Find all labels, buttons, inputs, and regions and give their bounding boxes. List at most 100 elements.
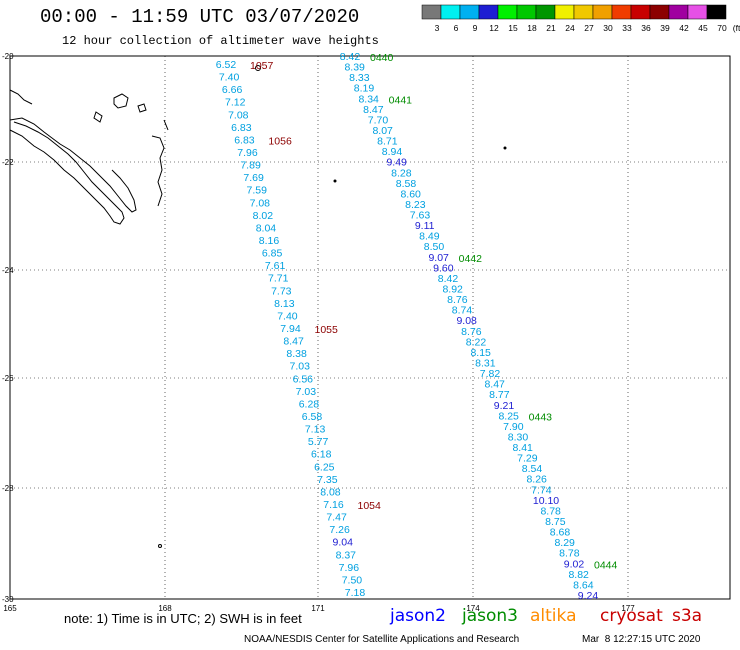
wave-height-value: 6.83 <box>231 122 252 134</box>
wave-height-value: 7.96 <box>237 147 258 159</box>
wave-height-value: 8.76 <box>447 294 468 306</box>
islet <box>255 65 261 71</box>
wave-height-value: 8.78 <box>540 505 561 517</box>
wave-height-value: 8.49 <box>419 231 440 243</box>
scale-swatch <box>630 4 651 20</box>
wave-height-value: 8.22 <box>466 336 487 348</box>
pass-time-label: 0443 <box>529 411 553 423</box>
coastline-reef <box>9 89 33 105</box>
scale-label: 9 <box>473 23 478 33</box>
wave-height-value: 8.47 <box>484 379 505 391</box>
wave-height-value: 7.16 <box>323 499 344 511</box>
scale-label: 3 <box>435 23 440 33</box>
scale-label: 12 <box>489 23 499 33</box>
scale-swatch <box>687 4 708 20</box>
scale-label: 70 <box>717 23 727 33</box>
wave-height-value: 8.13 <box>274 298 295 310</box>
legend-entry-altika: altika <box>530 606 577 626</box>
wave-height-value: 6.58 <box>302 411 323 423</box>
wave-height-value: 8.92 <box>442 284 463 296</box>
wave-height-value: 7.61 <box>265 260 286 272</box>
wave-height-value: 6.56 <box>293 373 314 385</box>
wave-height-value: 7.03 <box>289 361 310 373</box>
wave-height-value: 8.39 <box>344 62 365 74</box>
wave-height-value: 8.74 <box>452 305 473 317</box>
wave-height-value: 8.30 <box>508 431 529 443</box>
wave-height-value: 8.31 <box>475 357 496 369</box>
scale-swatch <box>478 4 499 20</box>
wave-height-value: 6.85 <box>262 248 283 260</box>
legend-entry-jason3: jason3 <box>462 606 518 626</box>
scale-label: 27 <box>584 23 594 33</box>
wave-height-value: 7.47 <box>326 512 347 524</box>
wave-height-value: 7.89 <box>240 160 261 172</box>
pass-time-label: 0440 <box>370 52 394 64</box>
wave-height-value: 6.52 <box>216 59 237 71</box>
satellite-track-a: 6.527.406.667.127.086.836.837.967.897.69… <box>216 59 381 599</box>
pass-time-label: 0441 <box>389 94 413 106</box>
scale-swatch <box>440 4 461 20</box>
wave-height-value: 6.18 <box>311 449 332 461</box>
wave-height-value: 8.29 <box>554 537 575 549</box>
wave-height-value: 5.77 <box>308 436 329 448</box>
latitude-tick-label: -30 <box>2 595 14 604</box>
coastline-new-caledonia-north <box>9 117 137 213</box>
wave-height-value: 7.69 <box>243 172 264 184</box>
wave-height-value: 8.15 <box>470 347 491 359</box>
longitude-tick-label: 168 <box>158 604 172 613</box>
wave-height-value: 8.16 <box>259 235 280 247</box>
latitude-tick-label: -26 <box>2 374 14 383</box>
coastline <box>9 89 169 225</box>
wave-height-value: 8.34 <box>358 93 379 105</box>
latitude-tick-label: -28 <box>2 484 14 493</box>
wave-height-value: 7.63 <box>410 210 431 222</box>
scale-label: 42 <box>679 23 689 33</box>
wave-height-value: 8.28 <box>391 167 412 179</box>
wave-height-value: 8.47 <box>283 336 304 348</box>
wave-height-value: 8.68 <box>550 527 571 539</box>
pass-time-label: 1055 <box>315 324 339 336</box>
wave-height-value: 7.26 <box>329 524 350 536</box>
wave-height-value: 7.03 <box>296 386 317 398</box>
wave-height-value: 9.21 <box>494 400 515 412</box>
wave-height-value: 9.49 <box>386 157 407 169</box>
longitude-tick-label: 177 <box>621 604 635 613</box>
wave-height-value: 8.76 <box>461 326 482 338</box>
scale-label: 39 <box>660 23 670 33</box>
wave-height-value: 7.70 <box>368 114 389 126</box>
coastline-loyalty-islands <box>93 111 103 123</box>
wave-height-value: 8.54 <box>522 463 543 475</box>
wave-height-value: 8.33 <box>349 72 370 84</box>
wave-height-value: 7.82 <box>480 368 501 380</box>
coastline-loyalty-islands <box>137 103 147 113</box>
footnote: note: 1) Time is in UTC; 2) SWH is in fe… <box>64 611 302 626</box>
wave-height-value: 8.37 <box>336 549 357 561</box>
wave-height-value: 8.42 <box>438 273 459 285</box>
wave-height-value: 6.25 <box>314 461 335 473</box>
map-frame <box>9 55 731 600</box>
latitude-tick-label: -22 <box>2 158 14 167</box>
islet <box>333 179 337 183</box>
scale-swatch <box>706 4 727 20</box>
islet <box>503 146 507 150</box>
legend-entry-cryosat: cryosat <box>600 606 663 626</box>
wave-height-value: 9.60 <box>433 262 454 274</box>
scale-swatch <box>592 4 613 20</box>
wave-height-value: 9.08 <box>456 315 477 327</box>
wave-height-value: 8.25 <box>498 410 519 422</box>
pass-time-label: 0444 <box>594 559 618 571</box>
wave-height-value: 8.07 <box>372 125 393 137</box>
wave-height-value: 8.64 <box>573 579 594 591</box>
satellite-track-b: 8.428.398.338.198.348.477.708.078.718.94… <box>340 51 618 602</box>
coastline-new-caledonia <box>9 121 125 225</box>
wave-height-value: 10.10 <box>533 495 559 507</box>
scale-label: 6 <box>454 23 459 33</box>
wave-height-value: 7.50 <box>342 574 363 586</box>
longitude-tick-label: 174 <box>466 604 480 613</box>
scale-label: 45 <box>698 23 708 33</box>
wave-height-value: 8.60 <box>400 188 421 200</box>
islet <box>158 544 162 548</box>
wave-height-value: 7.40 <box>219 72 240 84</box>
longitude-tick-label: 165 <box>3 604 17 613</box>
